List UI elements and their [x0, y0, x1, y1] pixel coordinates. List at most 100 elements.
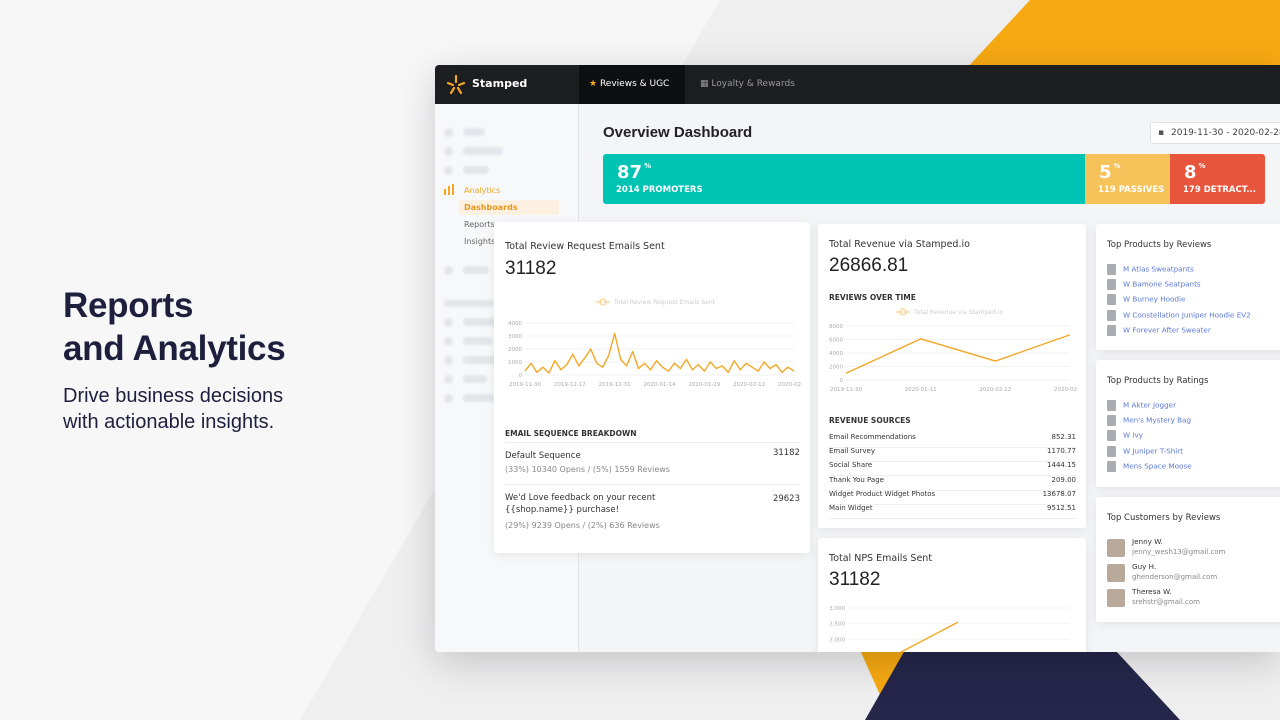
source-name: Social Share	[829, 461, 873, 470]
source-amount: 852.31	[1051, 433, 1077, 441]
source-name: Main Widget	[829, 504, 873, 512]
product-name: W Forever After Sweater	[1123, 325, 1211, 335]
product-name: W Constellation Juniper Hoodie EV2	[1123, 310, 1251, 320]
placeholder	[463, 166, 489, 174]
source-amount: 1170.77	[1047, 447, 1076, 456]
avatar	[1107, 589, 1125, 607]
source-amount: 209.00	[1051, 475, 1077, 484]
product-link[interactable]: Men's Mystery Bag	[1107, 415, 1191, 427]
product-link[interactable]: M Akter Jogger	[1107, 400, 1176, 411]
y-tick-label: 0	[840, 378, 844, 384]
tab-label: Reviews & UGC	[599, 79, 670, 89]
x-tick-label: 2020-01-29	[688, 382, 720, 388]
product-thumb	[1107, 415, 1116, 427]
x-tick-label: 2020-01-14	[644, 382, 676, 388]
placeholder	[444, 128, 453, 137]
hero-subtitle: Drive business decisions	[63, 385, 284, 407]
placeholder	[444, 300, 494, 307]
placeholder	[463, 318, 503, 326]
product-thumb	[1107, 264, 1116, 275]
source-name: Email Recommendations	[829, 433, 916, 441]
customer[interactable]: Jenny W. jenny_wesh13@gmail.com	[1107, 537, 1277, 559]
x-tick-label: 2020-02-28	[778, 382, 802, 388]
product-name: W Burney Hoodie	[1123, 294, 1186, 304]
y-tick-label: 2000	[508, 347, 522, 353]
tab[interactable]: ★ Reviews & UGC	[579, 65, 685, 104]
section-heading: REVIEWS OVER TIME	[829, 293, 916, 302]
customer-email: ghenderson@gmail.com	[1132, 573, 1218, 581]
placeholder	[444, 266, 453, 275]
sequence-name: We'd Love feedback on your recent {{shop…	[505, 493, 656, 515]
sequence-count: 29623	[772, 494, 800, 504]
nps-label: 119 PASSIVES	[1098, 185, 1165, 195]
y-tick-label: 6000	[829, 338, 843, 344]
source-name: Widget Product Widget Photos	[829, 489, 936, 498]
product-name: M Atlas Sweatpants	[1123, 264, 1194, 274]
product-link[interactable]: W Burney Hoodie	[1107, 294, 1186, 306]
nps-label: 179 DETRACT...	[1183, 185, 1256, 195]
topbar: Stamped ★ Reviews & UGC ▦ Loyalty & Rewa…	[435, 65, 1280, 104]
hero-title: and Analytics	[63, 329, 286, 368]
sequence-count: 31182	[772, 448, 800, 458]
product-link[interactable]: W Constellation Juniper Hoodie EV2	[1107, 309, 1251, 321]
legend-label: Total Review Request Emails Sent	[613, 299, 715, 306]
placeholder	[463, 266, 489, 274]
divider	[505, 442, 800, 443]
placeholder	[444, 147, 453, 156]
customer-email: srehstr@gmail.com	[1132, 598, 1201, 606]
legend-marker	[899, 308, 907, 316]
product-link[interactable]: Mens Space Moose	[1107, 460, 1192, 472]
product-link[interactable]: W Forever After Sweater	[1107, 324, 1211, 336]
y-tick-label: 0	[519, 373, 523, 379]
source-amount: 1444.15	[1047, 461, 1076, 470]
date-picker[interactable]: ▪ 2019-11-30 - 2020-02-28	[1150, 122, 1280, 144]
product-link[interactable]: M Atlas Sweatpants	[1107, 264, 1194, 275]
product-thumb	[1107, 309, 1116, 321]
y-tick-label: 8000	[829, 324, 843, 330]
bg-navy	[865, 650, 1180, 720]
product-thumb	[1107, 400, 1116, 411]
sequence-name: Default Sequence	[505, 451, 581, 461]
page-title: Overview Dashboard	[603, 124, 753, 141]
review-emails-card: Total Review Request Emails Sent 31182 0…	[494, 222, 810, 553]
nps-value-wrap: 87%	[617, 162, 651, 183]
nps-value: 87	[617, 162, 643, 183]
product-thumb	[1107, 324, 1116, 336]
customer-name: Jenny W.	[1132, 537, 1163, 546]
x-tick-label: 2019-11-30	[830, 387, 862, 393]
sidebar-item[interactable]: Insights	[464, 237, 496, 246]
app-window: Stamped ★ Reviews & UGC ▦ Loyalty & Rewa…	[435, 65, 1280, 652]
customer-name: Guy H.	[1132, 562, 1157, 571]
source-name: Email Survey	[829, 447, 875, 456]
nps-unit: %	[1113, 162, 1121, 170]
source-row: Social Share 1444.15	[829, 461, 1076, 477]
customer-name: Theresa W.	[1132, 587, 1172, 596]
sidebar-item[interactable]: Dashboards	[459, 200, 559, 215]
product-link[interactable]: W Ivy	[1107, 430, 1143, 442]
top-customers-card: Top Customers by Reviews Jenny W. jenny_w…	[1096, 497, 1280, 622]
product-link[interactable]: W Bamone Seatpants	[1107, 279, 1201, 291]
card-title: Total Revenue via Stamped.io	[829, 239, 970, 250]
y-tick-label: 2,000	[829, 637, 845, 643]
legend-label: Total Revenue via Stamped.io	[913, 309, 1003, 316]
x-tick-label: 2019-11-30	[509, 382, 541, 388]
card-total: 31182	[829, 569, 881, 590]
nps-label: 2014 PROMOTERS	[616, 185, 703, 195]
source-amount: 9512.51	[1047, 504, 1076, 512]
tab[interactable]: ▦ Loyalty & Rewards	[700, 79, 795, 89]
sidebar-item[interactable]: Reports	[464, 220, 495, 229]
customer-email: jenny_wesh13@gmail.com	[1132, 548, 1226, 556]
placeholder	[444, 166, 453, 175]
product-link[interactable]: W Juniper T-Shirt	[1107, 445, 1183, 457]
sidebar-section[interactable]: Analytics	[464, 186, 501, 195]
customer[interactable]: Theresa W. srehstr@gmail.com	[1107, 587, 1277, 609]
customer[interactable]: Guy H. ghenderson@gmail.com	[1107, 562, 1277, 584]
tab-label: Loyalty & Rewards	[711, 79, 795, 89]
x-tick-label: 2020-02-12	[733, 382, 765, 388]
placeholder	[463, 356, 499, 364]
y-tick-label: 2000	[829, 365, 843, 371]
card-title: Top Products by Ratings	[1107, 376, 1209, 386]
line-chart: 0 2000 4000 6000 8000 2019-11-30 2020-01-11 202…	[829, 308, 1078, 393]
